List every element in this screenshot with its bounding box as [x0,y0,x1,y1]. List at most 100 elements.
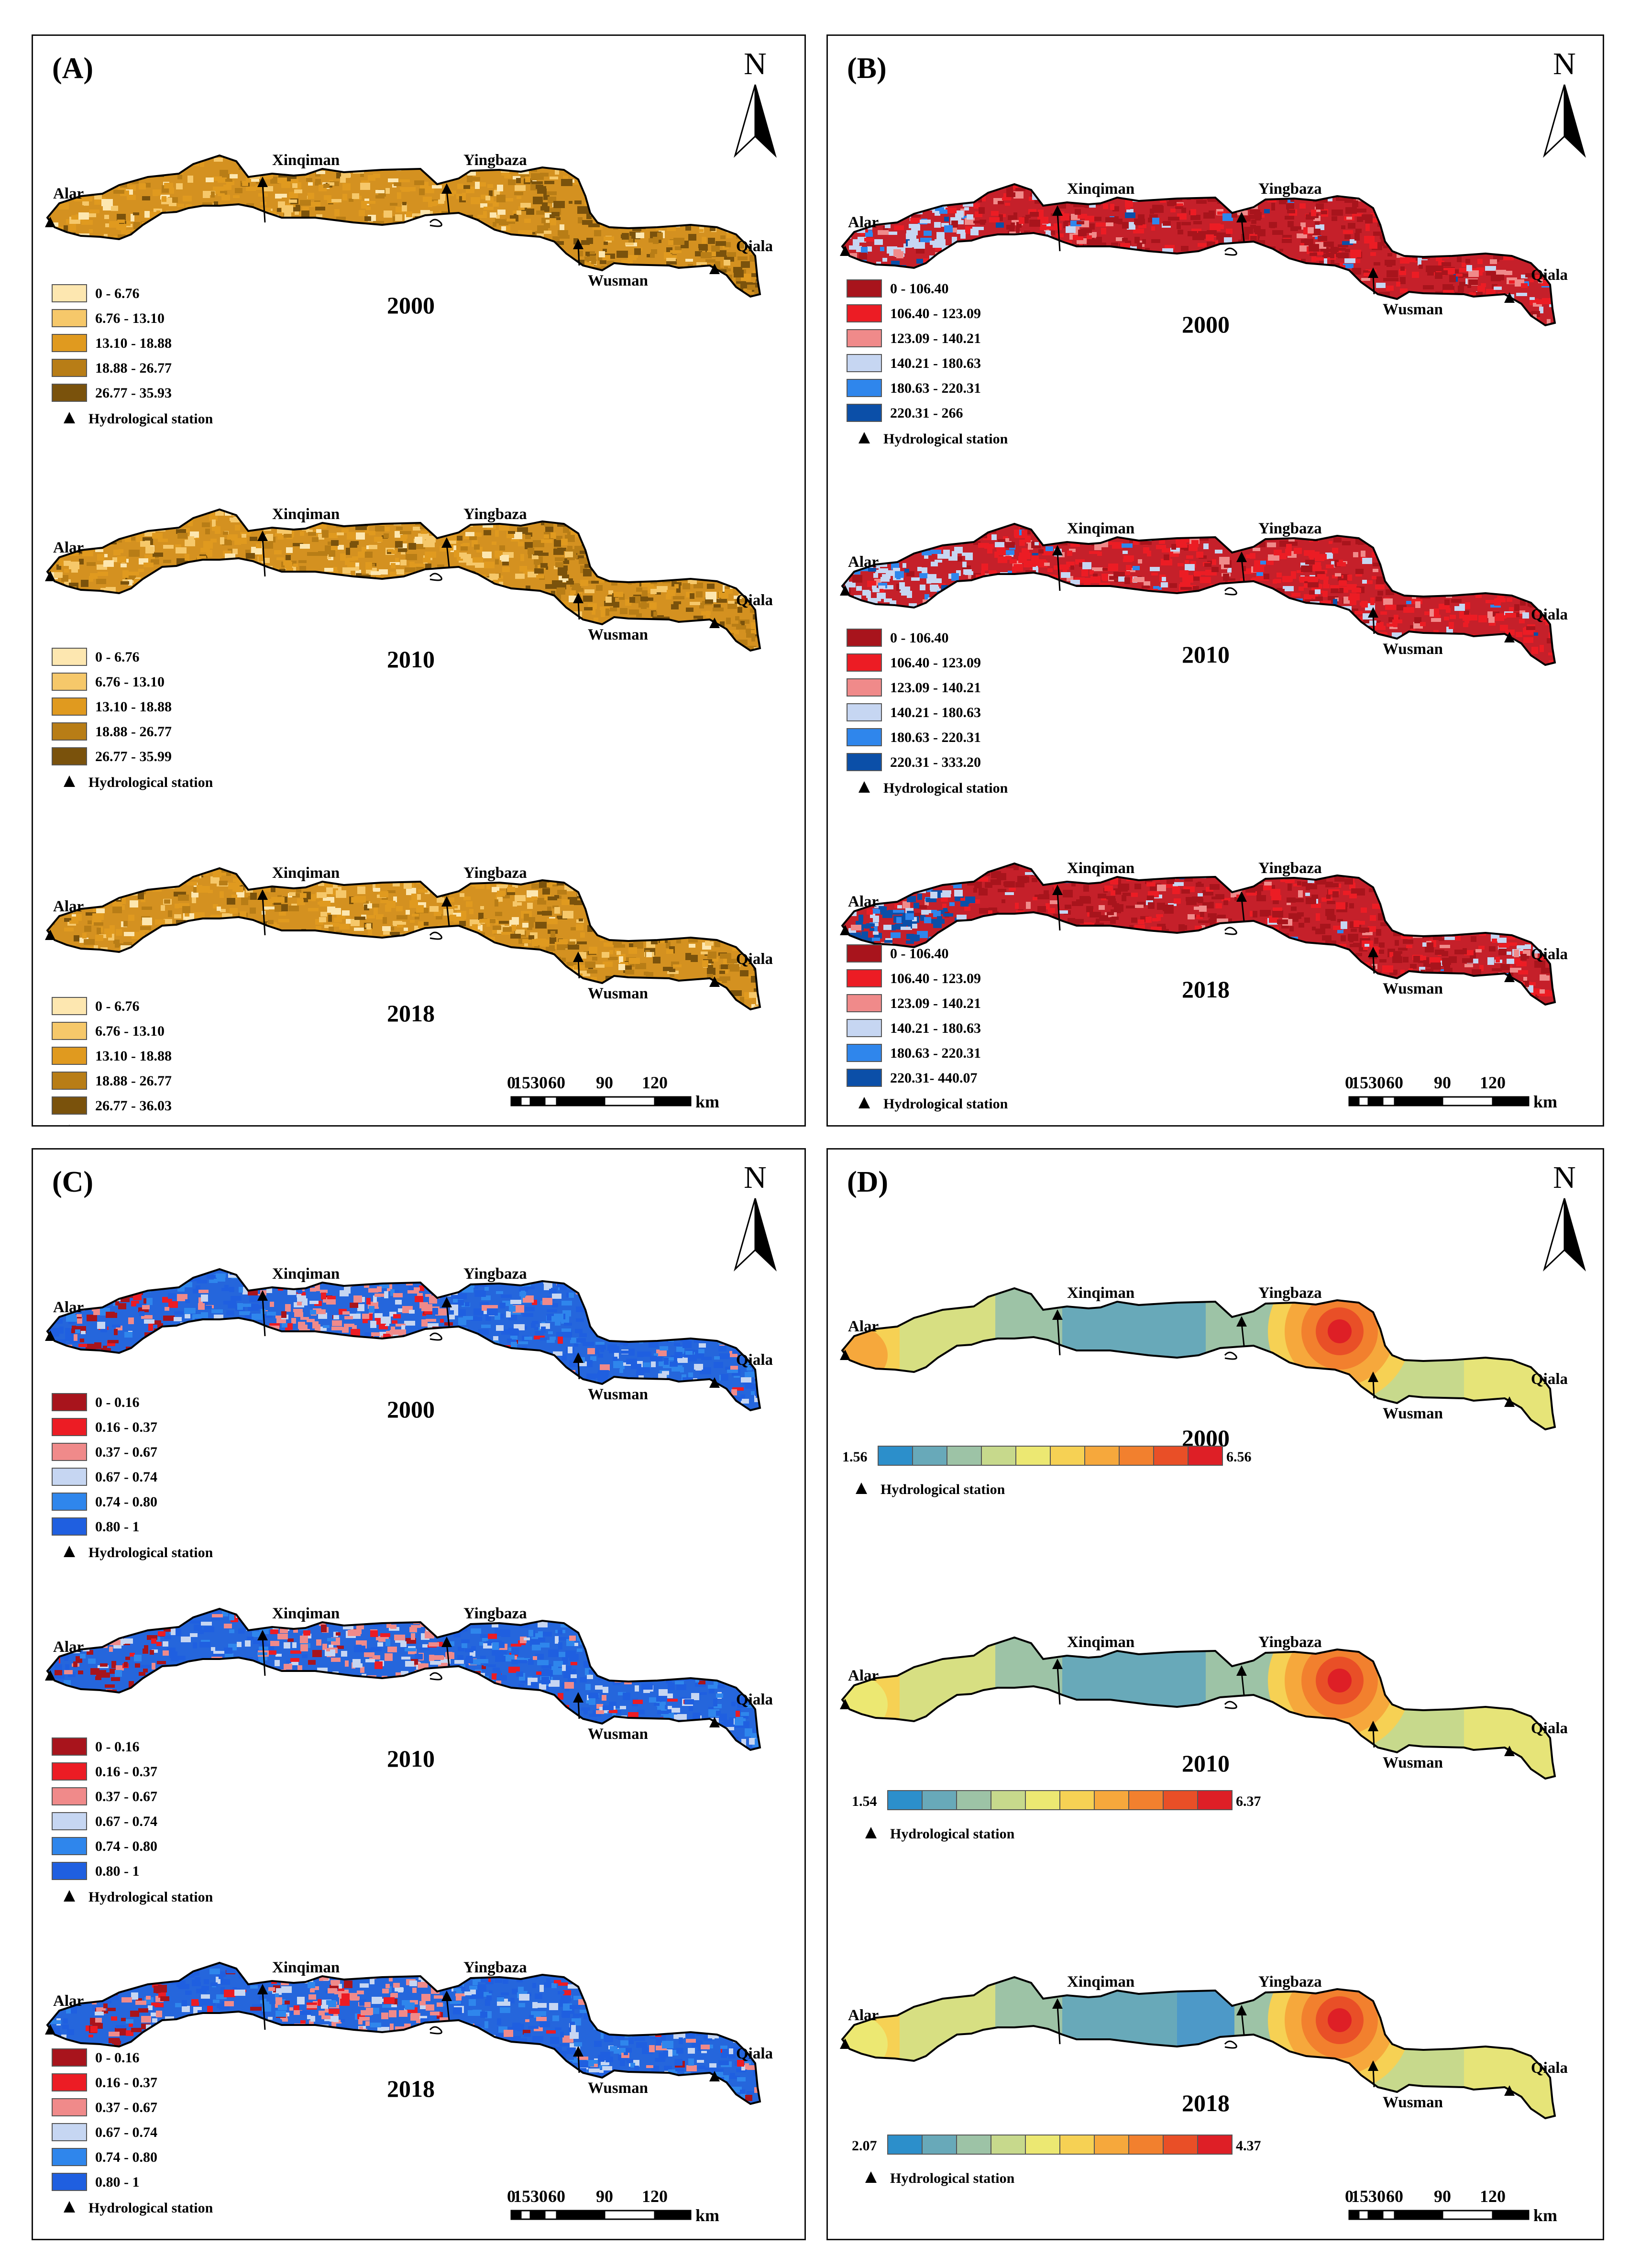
north-arrow-left [1543,1198,1565,1272]
station-label-alar: Alar [848,1667,879,1684]
scale-tick: 60 [548,2187,565,2206]
river-channel [429,931,442,940]
legend-label: 6.76 - 13.10 [95,310,165,326]
legend-swatch [52,997,87,1015]
station-legend-triangle [859,1097,870,1108]
legend-label: 0.67 - 0.74 [95,2124,157,2140]
station-triangle [1368,267,1378,278]
year-label: 2018 [1182,976,1230,1003]
basin-outline [46,1961,761,2105]
station-legend-label: Hydrological station [88,2200,213,2216]
year-label: 2000 [387,292,435,319]
basin-outline [46,508,761,652]
scale-tick: 1530 [513,2187,548,2206]
legend-label: 26.77 - 35.93 [95,385,172,401]
legend-label: 0.80 - 1 [95,2174,140,2190]
legend-swatch [847,329,882,347]
panel-d: (D) N Alar Xinqiman Yingbaza Wusman Qiala 2000 A… [826,1148,1604,2240]
year-label: 2018 [387,1000,435,1027]
station-triangle [441,1637,452,1647]
station-triangle [45,217,55,227]
station-label-alar: Alar [53,539,84,556]
ramp-swatch [956,1790,991,1810]
station-label-alar: Alar [848,553,879,571]
legend-label: 26.77 - 36.03 [95,1098,172,1114]
station-triangle [840,1699,850,1709]
station-triangle [1236,1665,1247,1676]
river-channel [429,1332,442,1341]
legend-swatch [847,304,882,322]
station-label-yingbaza: Yingbaza [1258,180,1322,198]
station-triangle [1236,552,1247,562]
legend-swatch [52,2048,87,2067]
scale-tick: 0 [507,2187,516,2206]
north-arrow-right [1563,84,1586,158]
river-channel [1224,927,1237,935]
legend-label: 140.21 - 180.63 [890,705,981,720]
station-legend-label: Hydrological station [883,1096,1008,1112]
station-legend-label: Hydrological station [88,1545,213,1560]
station-triangle [257,1630,268,1640]
legend-label: 220.31 - 266 [890,405,963,421]
station-label-wusman: Wusman [1383,1754,1443,1771]
station-legend-label: Hydrological station [88,774,213,790]
ramp-swatch [1197,2135,1233,2155]
station-triangle [709,2071,720,2081]
river-channel [1224,247,1237,256]
legend-label: 18.88 - 26.77 [95,360,172,376]
panel-label: (B) [847,52,887,85]
station-label-wusman: Wusman [1383,980,1443,997]
legend-swatch [52,2073,87,2091]
legend-label: 0.67 - 0.74 [95,1469,157,1485]
legend-swatch [52,1517,87,1536]
year-label: 2010 [387,646,435,673]
legend-swatch [847,1044,882,1062]
station-triangle [573,593,583,603]
station-label-qiala: Qiala [736,1351,773,1369]
scale-tick: 90 [596,2187,613,2206]
north-arrow-left [734,1198,756,1272]
legend-swatch [52,2173,87,2191]
station-legend-triangle [64,1890,75,1902]
river-channel [429,219,442,227]
scale-tick: 0 [1345,1073,1354,1092]
station-legend-label: Hydrological station [890,1826,1015,1842]
ramp-max-label: 6.37 [1236,1793,1261,1809]
ramp-swatch [922,1790,957,1810]
station-triangle [573,951,583,962]
panel-b: (B) N Alar Xinqiman Yingbaza Wusman Qiala 2000 0… [826,34,1604,1127]
legend-swatch [847,728,882,746]
station-label-qiala: Qiala [736,1691,773,1708]
river-map: Alar Xinqiman Yingbaza Wusman Qiala [45,864,773,1011]
scale-tick: 0 [507,1073,516,1092]
station-triangle [1504,632,1515,642]
station-triangle [1504,2085,1515,2096]
ramp-swatch [1163,1790,1198,1810]
legend-label: 0 - 6.76 [95,286,140,301]
legend-swatch [52,673,87,691]
legend-label: 0.16 - 0.37 [95,2075,157,2091]
scale-tick: 90 [1434,1073,1451,1092]
station-triangle [45,571,55,581]
ramp-swatch [1163,2135,1198,2155]
station-legend-triangle [859,432,870,443]
ramp-swatch [1050,1446,1085,1466]
ramp-swatch [991,1790,1026,1810]
legend-swatch [52,1047,87,1065]
legend-label: 106.40 - 123.09 [890,971,981,986]
scale-tick: 1530 [1351,1073,1386,1092]
basin-outline [841,522,1556,666]
station-triangle [1236,2005,1247,2015]
panel-label: (A) [52,52,93,85]
ramp-swatch [1094,2135,1129,2155]
station-triangle [45,1330,55,1341]
station-label-yingbaza: Yingbaza [1258,520,1322,537]
station-triangle [709,1377,720,1388]
legend-label: 0.16 - 0.37 [95,1764,157,1780]
station-triangle [1504,292,1515,303]
north-arrow-right [754,84,777,158]
ramp-swatch [922,2135,957,2155]
scale-unit: km [695,1092,719,1111]
station-label-yingbaza: Yingbaza [1258,1973,1322,1991]
